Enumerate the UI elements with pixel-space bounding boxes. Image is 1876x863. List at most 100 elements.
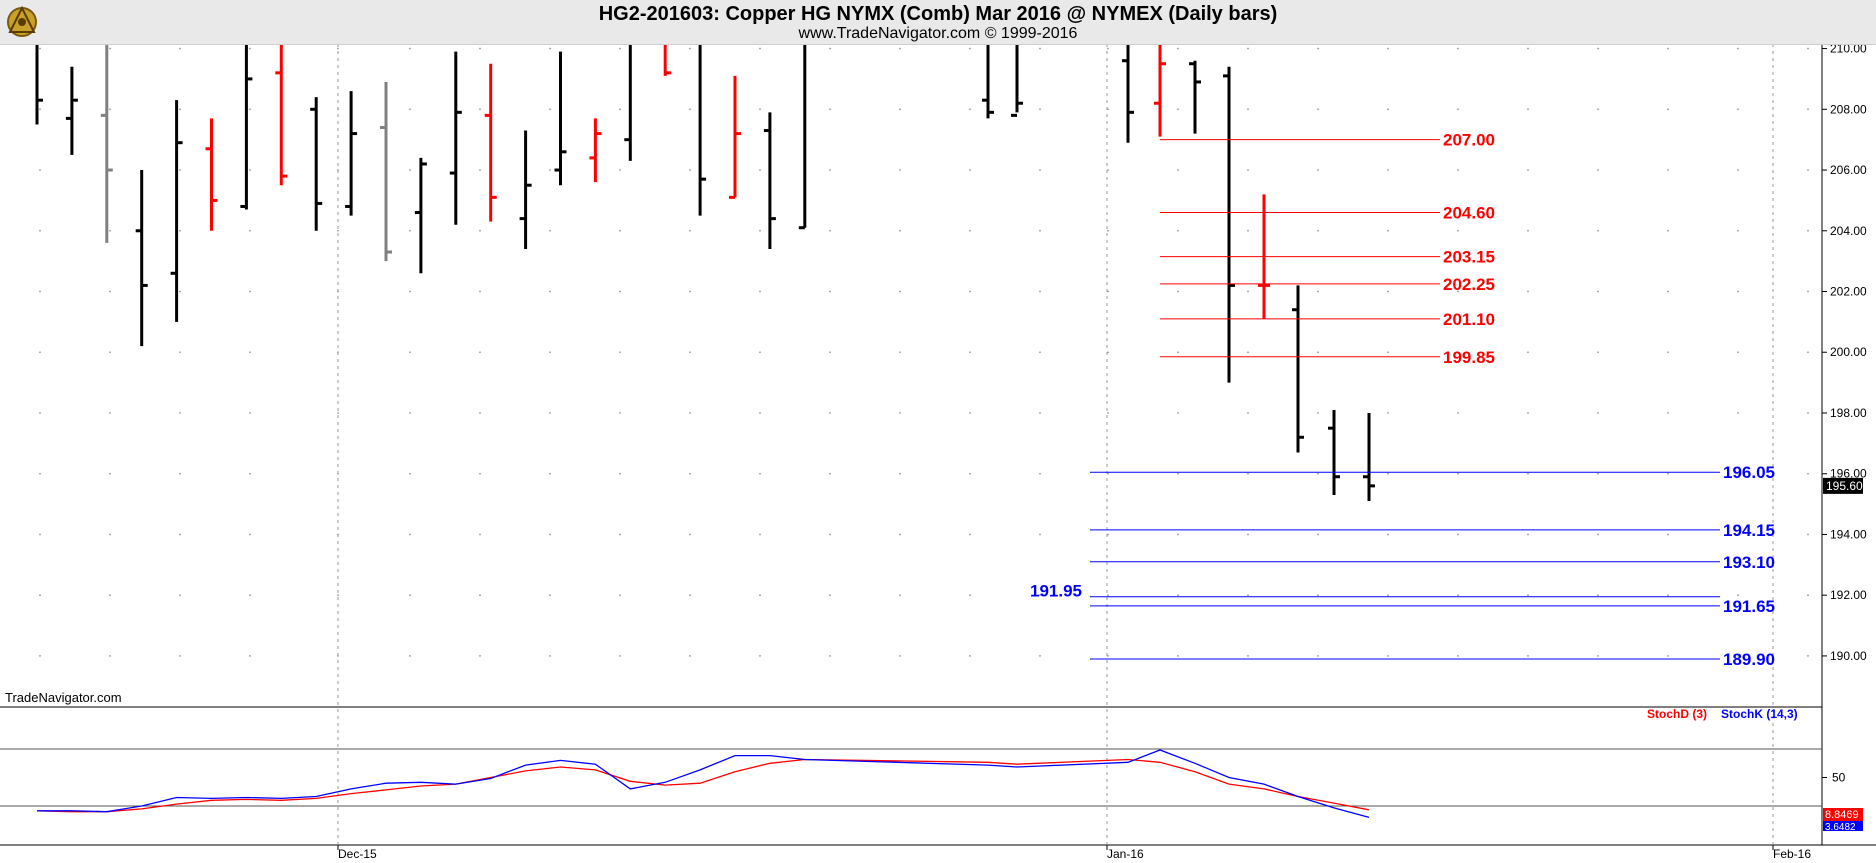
grid-dot	[759, 290, 761, 293]
grid-dot	[39, 290, 41, 293]
grid-dot	[479, 351, 481, 354]
grid-dot	[1527, 229, 1529, 232]
grid-layer	[0, 44, 1876, 863]
grid-dot	[829, 533, 831, 536]
price-tick-label: 210.00	[1830, 42, 1867, 56]
grid-dot	[619, 533, 621, 536]
grid-dot	[619, 655, 621, 657]
grid-dot	[1177, 290, 1179, 293]
ohlc-bar	[170, 100, 183, 322]
grid-dot	[409, 472, 411, 475]
ohlc-bar	[380, 81, 392, 262]
grid-dot	[179, 290, 181, 293]
grid-dot	[1667, 290, 1669, 293]
grid-dot	[1807, 169, 1809, 171]
grid-dot	[179, 229, 181, 232]
stochd-line	[36, 758, 1370, 813]
grid-dot	[1039, 472, 1041, 475]
price-tick-label: 194.00	[1830, 527, 1867, 541]
ohlc-bar	[698, 44, 707, 216]
support-label: 191.95	[1030, 582, 1082, 601]
grid-dot	[337, 229, 339, 232]
stochk-last-label: 3.6482	[1825, 822, 1856, 833]
price-levels: 207.00 204.60 203.15 202.25 201.10 199.85 196.…	[1030, 131, 1775, 669]
grid-dot	[1527, 108, 1529, 111]
grid-dot	[1667, 655, 1669, 657]
grid-dot	[1597, 290, 1599, 293]
grid-dot	[109, 108, 111, 111]
grid-dot	[1807, 655, 1809, 657]
ohlc-bar	[310, 97, 323, 231]
grid-dot	[899, 351, 901, 354]
grid-dot	[1387, 47, 1389, 50]
grid-dot	[1597, 47, 1599, 50]
grid-dot	[1527, 533, 1529, 536]
grid-dot	[1039, 169, 1041, 171]
grid-dot	[249, 594, 251, 597]
grid-dot	[109, 229, 111, 232]
grid-dot	[549, 472, 551, 475]
chart-subtitle: www.TradeNavigator.com © 1999-2016	[798, 25, 1078, 42]
grid-dot	[619, 412, 621, 414]
last-price-label: 195.60	[1826, 479, 1863, 493]
ohlc-bar	[554, 51, 567, 186]
grid-dot	[969, 533, 971, 536]
grid-dot	[549, 351, 551, 354]
grid-dot	[619, 108, 621, 111]
grid-dot	[179, 108, 181, 111]
grid-dot	[759, 351, 761, 354]
stochk-line	[37, 749, 1370, 819]
grid-dot	[109, 47, 111, 50]
grid-dot	[1247, 290, 1249, 293]
grid-dot	[969, 169, 971, 171]
grid-dot	[1317, 290, 1319, 293]
grid-dot	[1807, 594, 1809, 597]
grid-dot	[249, 169, 251, 171]
grid-dot	[969, 472, 971, 475]
grid-dot	[1387, 412, 1389, 414]
last-price-box	[1823, 477, 1863, 494]
grid-dot	[899, 47, 901, 50]
grid-dot	[1247, 108, 1249, 111]
chart-title: HG2-201603: Copper HG NYMX (Comb) Mar 20…	[598, 3, 1278, 25]
support-label: 196.05	[1723, 463, 1775, 482]
support-label: 194.15	[1723, 521, 1775, 540]
grid-dot	[1317, 594, 1319, 597]
grid-dot	[1247, 533, 1249, 536]
grid-dot	[39, 351, 41, 354]
grid-dot	[1107, 351, 1109, 354]
grid-dot	[1807, 108, 1809, 111]
grid-dot	[689, 412, 691, 414]
grid-dot	[1107, 533, 1109, 536]
grid-dot	[1387, 533, 1389, 536]
grid-dot	[549, 47, 551, 50]
grid-dot	[1387, 655, 1389, 657]
grid-dot	[1807, 533, 1809, 536]
grid-dot	[479, 655, 481, 657]
price-tick-label: 208.00	[1830, 102, 1867, 116]
grid-dot	[1039, 412, 1041, 414]
grid-dot	[1247, 472, 1249, 475]
grid-dot	[1177, 533, 1179, 536]
ohlc-bar	[449, 51, 462, 225]
support-label: 191.65	[1723, 597, 1775, 616]
grid-dot	[619, 290, 621, 293]
grid-dot	[39, 655, 41, 657]
grid-dot	[1527, 169, 1529, 171]
ohlc-bar	[1154, 44, 1166, 137]
grid-dot	[1527, 412, 1529, 414]
grid-dot	[1387, 594, 1389, 597]
ohlc-bar	[589, 118, 602, 183]
grid-dot	[619, 351, 621, 354]
ohlc-bar	[1223, 66, 1235, 383]
ohlc-bar	[519, 130, 532, 249]
grid-dot	[689, 290, 691, 293]
grid-dot	[969, 655, 971, 657]
grid-dot	[479, 47, 481, 50]
grid-dot	[1039, 108, 1041, 111]
grid-dot	[759, 655, 761, 657]
grid-dot	[759, 47, 761, 50]
date-label: Jan-16	[1107, 847, 1144, 861]
ohlc-bar	[729, 75, 741, 199]
